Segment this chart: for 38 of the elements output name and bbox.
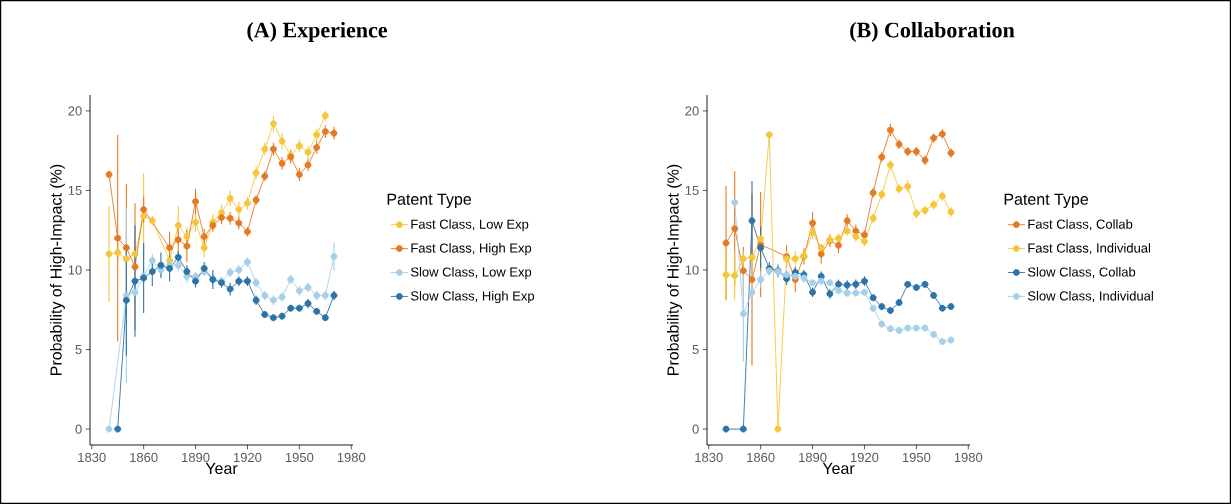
x-tick-label: 1890 [182, 452, 210, 462]
chart-title: (B) Collaboration [850, 22, 1015, 42]
x-tick-label: 1980 [954, 452, 983, 462]
legend-label: Slow Class, Low Exp [410, 267, 532, 280]
legend-label: Slow Class, Collab [1027, 267, 1136, 279]
chart-title: (A) Experience [247, 22, 387, 42]
y-tick-label: 10 [685, 265, 699, 275]
y-tick-label: 20 [685, 106, 699, 116]
legend-label: Fast Class, Individual [1028, 243, 1151, 255]
legend-title: Patent Type [387, 193, 472, 209]
y-tick-label: 10 [68, 265, 82, 275]
x-tick-label: 1950 [285, 452, 314, 462]
x-axis-title: Year [205, 462, 238, 475]
y-tick-label: 15 [68, 185, 82, 195]
x-axis-title: Year [822, 462, 855, 475]
x-tick-label: 1830 [78, 452, 106, 462]
x-tick-label: 1860 [747, 452, 775, 462]
x-tick-label: 1890 [799, 452, 827, 462]
y-tick-label: 0 [692, 424, 699, 434]
y-axis-title: Probability of High-Impact (%) [666, 164, 682, 375]
x-tick-label: 1860 [130, 452, 158, 462]
y-axis-title: Probability of High-Impact (%) [49, 164, 65, 375]
y-tick-label: 15 [685, 185, 699, 195]
legend-label: Fast Class, High Exp [411, 243, 532, 256]
y-tick-label: 5 [692, 345, 699, 355]
x-tick-label: 1980 [337, 452, 366, 462]
x-tick-label: 1830 [695, 452, 723, 462]
legend-title: Patent Type [1004, 193, 1089, 209]
y-tick-label: 20 [68, 106, 82, 116]
y-tick-label: 5 [75, 345, 82, 355]
x-tick-label: 1920 [850, 452, 879, 462]
legend-label: Fast Class, Low Exp [411, 219, 529, 232]
y-tick-label: 0 [75, 424, 82, 434]
legend-label: Slow Class, High Exp [410, 290, 535, 304]
legend-label: Slow Class, Individual [1027, 290, 1153, 303]
x-tick-label: 1950 [902, 452, 931, 462]
legend-label: Fast Class, Collab [1028, 219, 1133, 231]
x-tick-label: 1920 [233, 452, 262, 462]
